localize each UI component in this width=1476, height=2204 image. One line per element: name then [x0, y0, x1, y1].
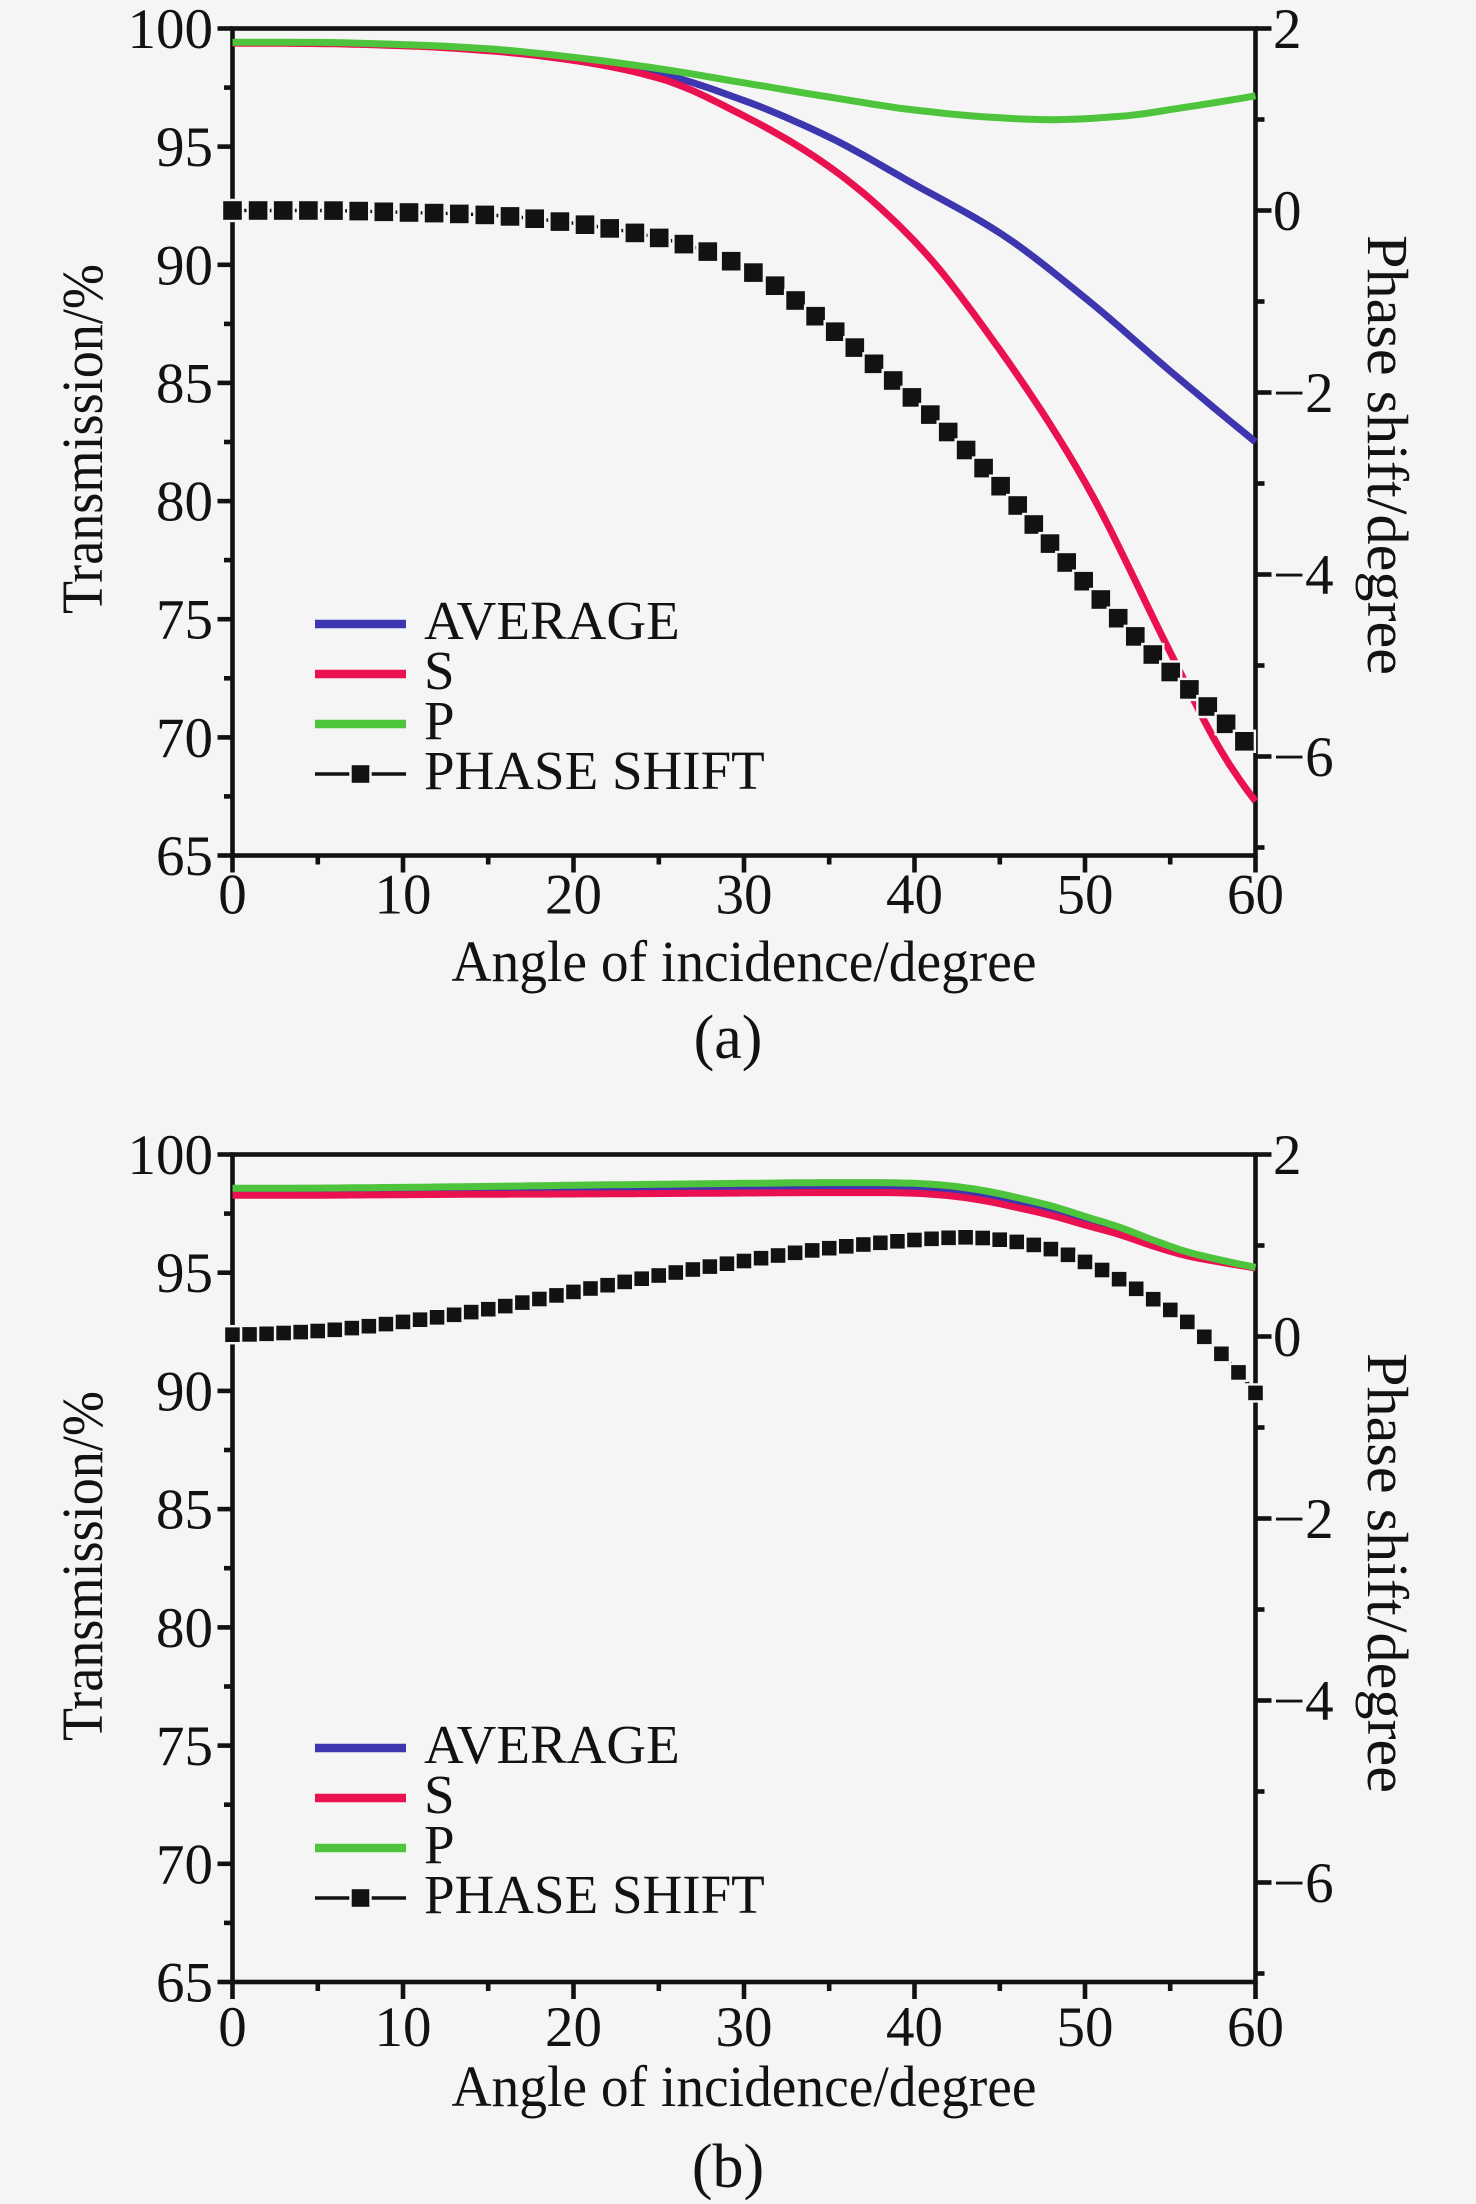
svg-text:PHASE SHIFT: PHASE SHIFT	[424, 740, 765, 801]
svg-text:50: 50	[1057, 864, 1114, 927]
svg-text:90: 90	[156, 234, 213, 297]
svg-text:75: 75	[156, 589, 213, 652]
svg-text:30: 30	[716, 1996, 773, 2059]
svg-text:(a): (a)	[694, 1004, 763, 1072]
svg-text:Phase shift/degree: Phase shift/degree	[1355, 235, 1420, 675]
svg-text:20: 20	[545, 1996, 602, 2059]
svg-text:2: 2	[1273, 1124, 1302, 1187]
svg-text:Transmission/%: Transmission/%	[50, 1391, 115, 1741]
svg-text:20: 20	[545, 864, 602, 927]
svg-text:AVERAGE: AVERAGE	[424, 1714, 680, 1775]
svg-text:S: S	[424, 1764, 455, 1825]
svg-text:0: 0	[1273, 180, 1302, 243]
svg-text:65: 65	[156, 1952, 213, 2015]
svg-text:0: 0	[1273, 1306, 1302, 1369]
svg-text:60: 60	[1227, 1996, 1284, 2059]
svg-text:10: 10	[375, 1996, 432, 2059]
svg-text:85: 85	[156, 1479, 213, 1542]
svg-text:0: 0	[218, 864, 247, 927]
svg-text:100: 100	[128, 1124, 214, 1187]
svg-text:AVERAGE: AVERAGE	[424, 590, 680, 651]
svg-text:−2: −2	[1273, 1488, 1334, 1551]
svg-text:80: 80	[156, 1597, 213, 1660]
svg-text:95: 95	[156, 1242, 213, 1305]
svg-text:Angle of incidence/degree: Angle of incidence/degree	[452, 2054, 1037, 2119]
svg-text:30: 30	[716, 864, 773, 927]
svg-text:95: 95	[156, 116, 213, 179]
svg-text:60: 60	[1227, 864, 1284, 927]
svg-text:50: 50	[1057, 1996, 1114, 2059]
svg-text:PHASE SHIFT: PHASE SHIFT	[424, 1864, 765, 1925]
svg-text:Angle of incidence/degree: Angle of incidence/degree	[452, 929, 1037, 994]
svg-text:80: 80	[156, 471, 213, 534]
svg-text:70: 70	[156, 707, 213, 770]
svg-text:0: 0	[218, 1996, 247, 2059]
svg-text:2: 2	[1273, 0, 1302, 61]
svg-text:65: 65	[156, 825, 213, 888]
svg-text:Transmission/%: Transmission/%	[50, 264, 115, 614]
svg-text:−4: −4	[1273, 544, 1334, 607]
svg-text:S: S	[424, 640, 455, 701]
svg-text:100: 100	[128, 0, 214, 61]
svg-text:Phase shift/degree: Phase shift/degree	[1355, 1353, 1420, 1793]
svg-text:10: 10	[375, 864, 432, 927]
svg-text:P: P	[424, 1814, 455, 1875]
svg-text:85: 85	[156, 352, 213, 415]
svg-text:−6: −6	[1273, 1852, 1334, 1915]
svg-text:−6: −6	[1273, 726, 1334, 789]
svg-text:P: P	[424, 690, 455, 751]
svg-text:75: 75	[156, 1715, 213, 1778]
svg-text:90: 90	[156, 1360, 213, 1423]
svg-text:−4: −4	[1273, 1670, 1334, 1733]
svg-text:70: 70	[156, 1833, 213, 1896]
svg-text:40: 40	[886, 1996, 943, 2059]
svg-text:40: 40	[886, 864, 943, 927]
svg-text:−2: −2	[1273, 362, 1334, 425]
svg-text:(b): (b)	[692, 2133, 764, 2201]
